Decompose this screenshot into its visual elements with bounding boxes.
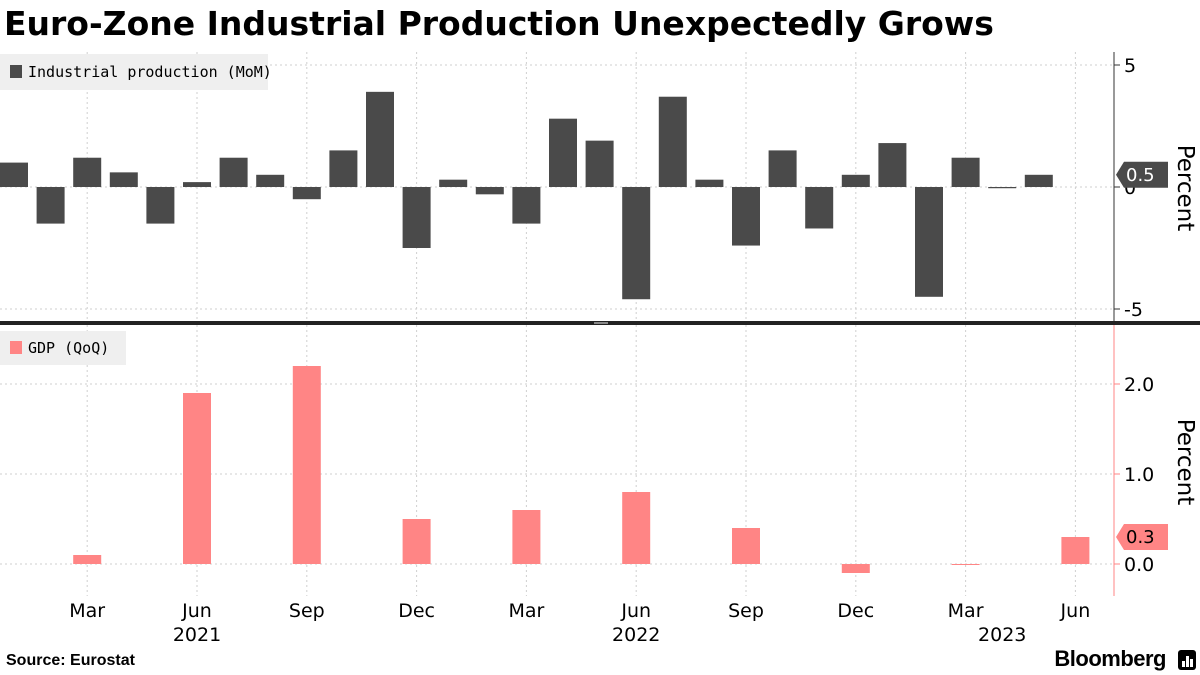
ip-legend-swatch — [10, 65, 22, 78]
ip-bar — [1024, 174, 1053, 187]
x-tick-label: Jun — [620, 600, 651, 622]
ip-bar — [146, 187, 175, 224]
ip-latest-callout: 0.5 — [1116, 161, 1168, 188]
ip-latest-value: 0.5 — [1126, 165, 1155, 186]
ip-legend-label: Industrial production (MoM) — [28, 63, 272, 81]
ip-bar — [292, 187, 321, 200]
ip-bar — [878, 143, 907, 187]
gdp-bar — [73, 555, 102, 564]
gdp-latest-value: 0.3 — [1126, 527, 1155, 548]
gdp-bar — [732, 528, 760, 564]
gdp-y-tick-label: 1.0 — [1124, 464, 1154, 486]
gdp-latest-callout: 0.3 — [1116, 524, 1168, 550]
ip-bar — [622, 187, 651, 300]
ip-legend: Industrial production (MoM) — [0, 54, 272, 90]
ip-bar — [915, 187, 943, 297]
ip-bar — [402, 187, 431, 248]
ip-bar — [732, 187, 760, 246]
ip-bar — [366, 91, 394, 187]
gdp-bar — [512, 510, 541, 564]
brand-logo: Bloomberg — [1054, 646, 1166, 671]
ip-y-tick-label: 5 — [1124, 55, 1136, 77]
ip-y-tick-label: -5 — [1124, 299, 1143, 321]
ip-y-axis-title: Percent — [1172, 145, 1198, 232]
gdp-y-ticks: 2.0 1.0 0.0 — [1114, 374, 1154, 576]
ip-bar — [768, 150, 797, 187]
ip-bar — [439, 179, 468, 187]
ip-bars — [0, 91, 1053, 300]
panel-resize-handle — [594, 322, 608, 324]
gdp-bar — [1061, 537, 1090, 564]
gdp-y-tick-label: 0.0 — [1124, 554, 1154, 576]
ip-bar — [109, 172, 138, 187]
x-year-label: 2023 — [978, 624, 1026, 646]
ip-bar — [36, 187, 65, 224]
gdp-bar — [402, 519, 431, 564]
x-tick-label: Jun — [181, 600, 212, 622]
ip-bar — [988, 187, 1017, 189]
gdp-bar — [622, 492, 651, 564]
x-tick-label: Mar — [948, 600, 984, 622]
ip-bar — [585, 140, 614, 187]
gdp-bar — [951, 564, 980, 565]
x-tick-label: Sep — [289, 600, 325, 622]
x-tick-label: Mar — [69, 600, 105, 622]
ip-y-ticks: 50-5 — [1114, 55, 1143, 321]
ip-bar — [512, 187, 541, 224]
ip-bar — [695, 179, 724, 187]
gdp-legend: GDP (QoQ) — [0, 331, 126, 365]
page-title: Euro-Zone Industrial Production Unexpect… — [4, 4, 994, 43]
x-year-label: 2021 — [173, 624, 221, 646]
gdp-legend-label: GDP (QoQ) — [28, 339, 109, 357]
x-tick-label: Dec — [398, 600, 435, 622]
x-tick-label: Sep — [728, 600, 764, 622]
ip-bar — [329, 150, 358, 187]
gdp-bars — [73, 366, 1090, 573]
ip-bar — [841, 174, 870, 187]
source-note: Source: Eurostat — [6, 652, 135, 669]
gdp-legend-swatch — [10, 341, 22, 354]
x-tick-label: Dec — [837, 600, 874, 622]
gdp-bar — [183, 393, 211, 564]
ip-bar — [475, 187, 504, 195]
ip-bar — [805, 187, 834, 229]
ip-bar — [658, 96, 687, 187]
ip-bar — [219, 157, 248, 187]
ip-bar — [549, 118, 577, 187]
gdp-y-tick-label: 2.0 — [1124, 374, 1154, 396]
ip-bar — [73, 157, 102, 187]
x-year-label: 2022 — [612, 624, 660, 646]
ip-bar — [951, 157, 980, 187]
ip-bar — [183, 182, 211, 187]
gdp-bar — [292, 366, 321, 564]
x-tick-label: Jun — [1060, 600, 1091, 622]
gdp-bar — [841, 564, 870, 573]
gdp-y-axis-title: Percent — [1172, 419, 1198, 506]
ip-bar — [0, 162, 28, 187]
ip-bar — [256, 174, 285, 187]
x-tick-label: Mar — [508, 600, 544, 622]
bloomberg-terminal-icon — [1178, 650, 1196, 670]
